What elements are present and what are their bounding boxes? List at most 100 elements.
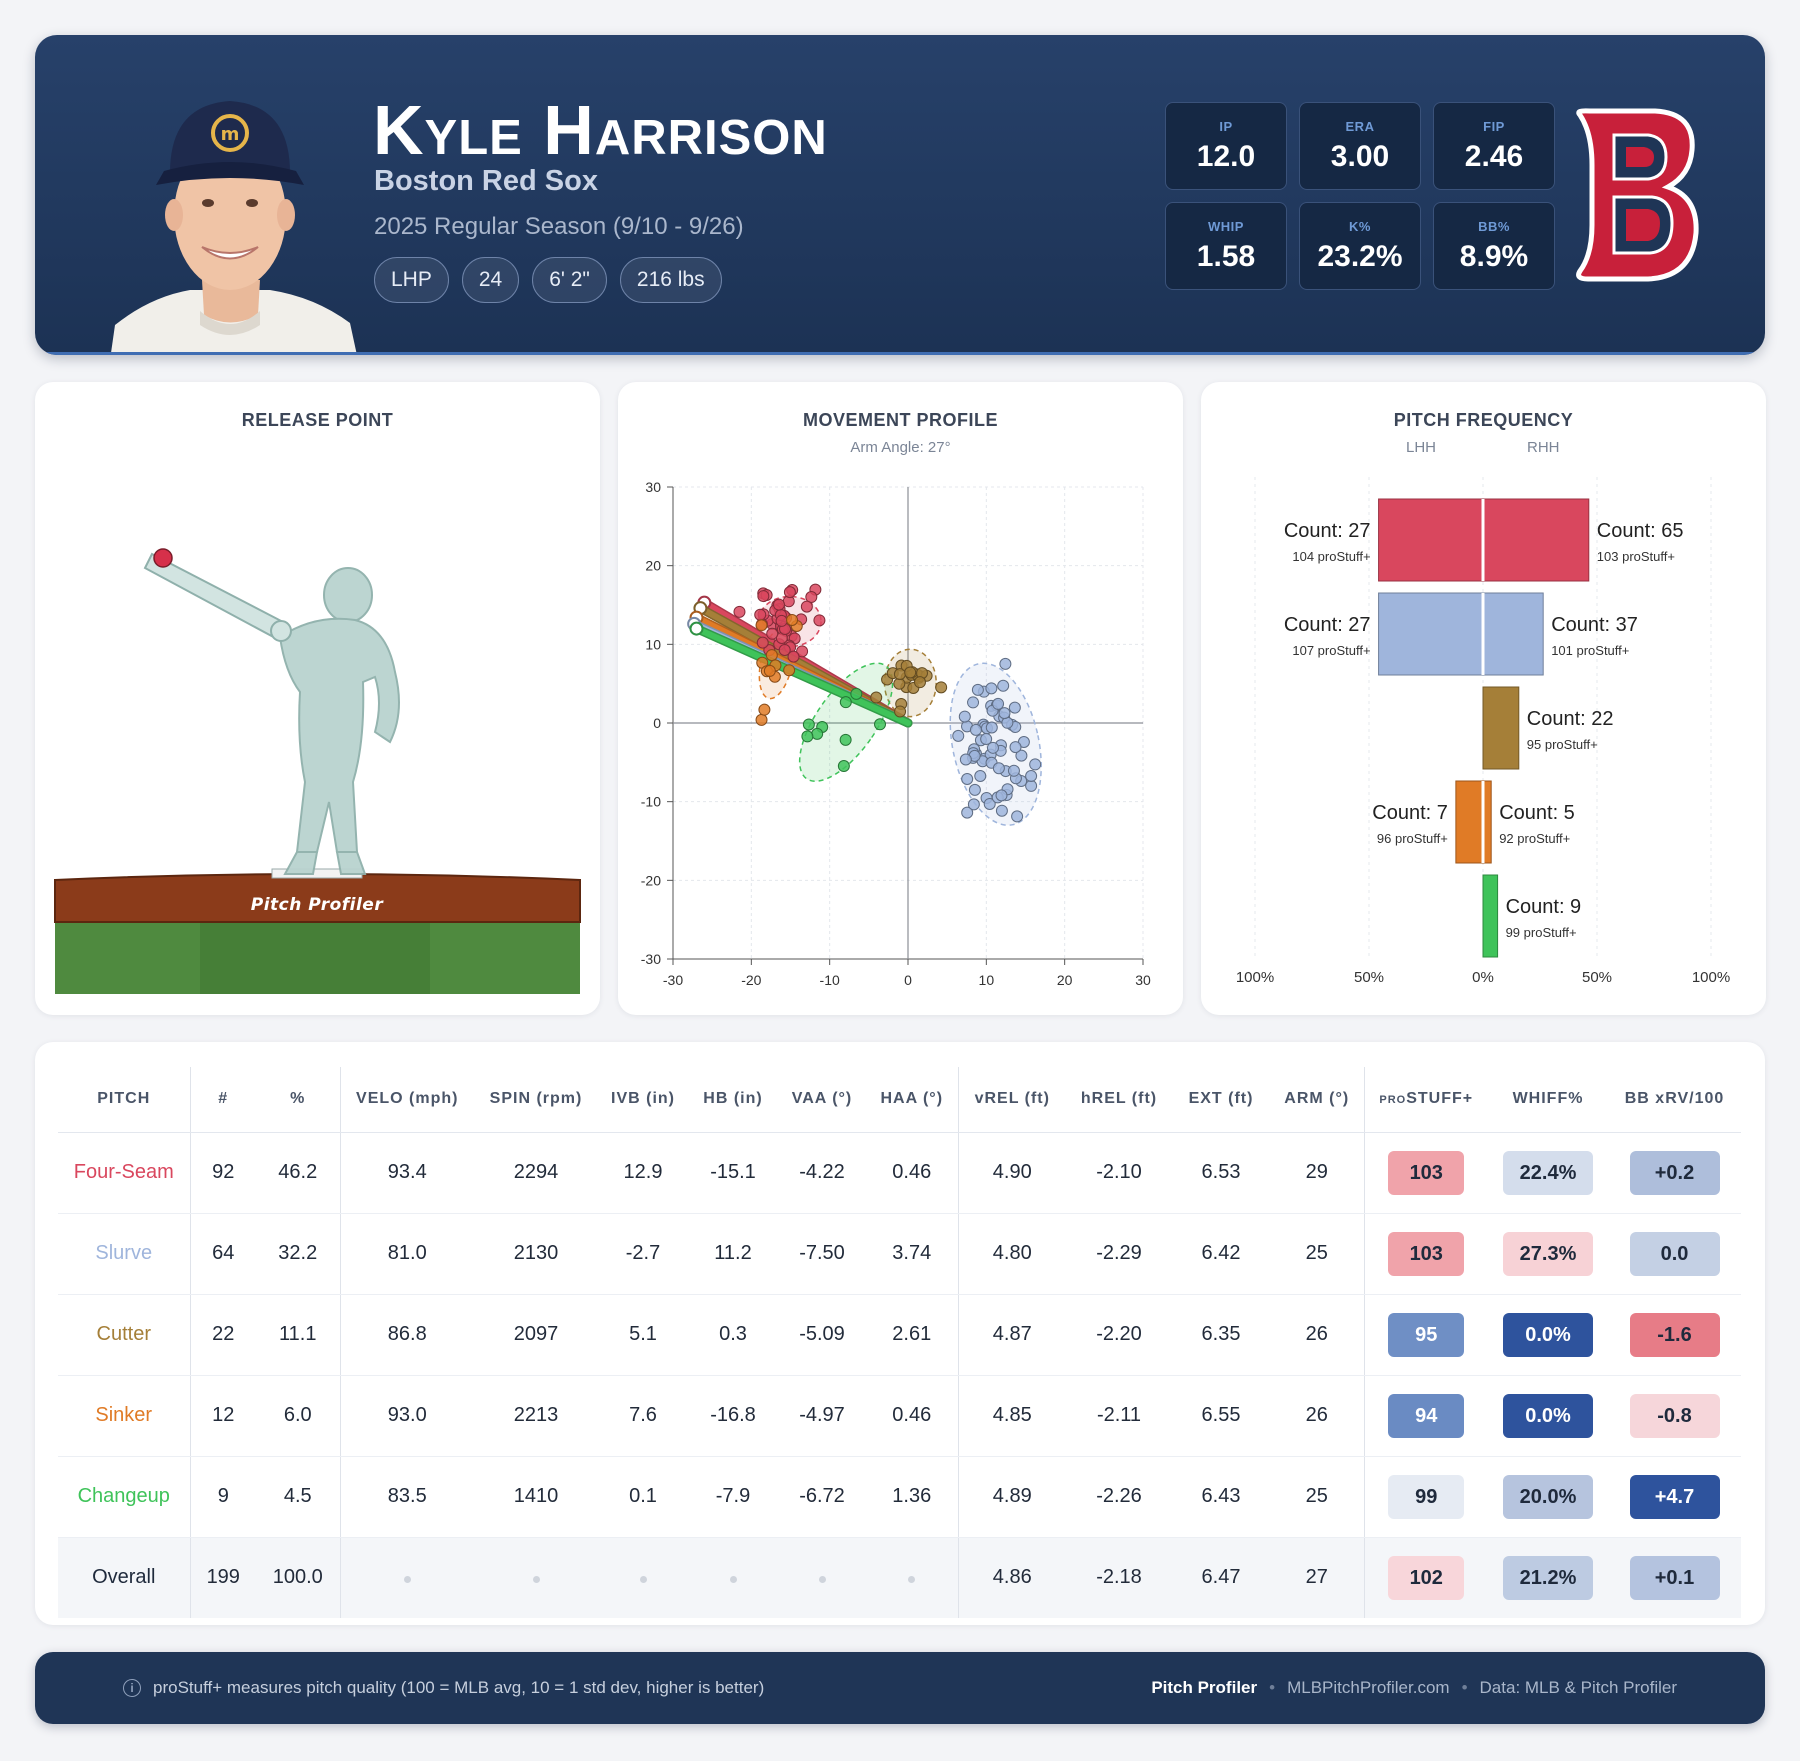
stuff-pill: 94 xyxy=(1388,1393,1465,1438)
pitch-point xyxy=(959,753,972,766)
frequency-chart: 100% 50% 0% 50% 100% Count: 27 104 proStuff+ Co… xyxy=(1236,477,1730,986)
pitch-point xyxy=(935,681,948,694)
rhh-count-label: Count: 22 xyxy=(1527,708,1614,730)
bar-lhh xyxy=(1378,498,1484,582)
season-stats: IP 12.0 ERA 3.00 FIP 2.46 WHIP 1.58 K% 23.2% … xyxy=(1165,102,1555,290)
cell-ivb xyxy=(598,1537,688,1618)
panel-title: RELEASE POINT xyxy=(241,410,394,430)
stuff-pill: 99 xyxy=(1388,1474,1465,1519)
stuff-pill: 103 xyxy=(1388,1231,1465,1276)
pitch-point xyxy=(985,682,998,695)
pitch-point xyxy=(870,691,883,704)
stat-label: IP xyxy=(1219,118,1233,134)
pitch-point xyxy=(967,696,980,709)
cell-xrv: -1.6 xyxy=(1608,1294,1741,1376)
pitch-point xyxy=(757,590,770,603)
x-tick-label: 20 xyxy=(1057,972,1073,988)
col-vrel: vREL (ft) xyxy=(958,1067,1066,1133)
whiff-pill: 0.0% xyxy=(1503,1312,1593,1357)
cell-vaa xyxy=(778,1537,866,1618)
pitch-point xyxy=(1009,741,1022,754)
cell-arm: 25 xyxy=(1270,1456,1365,1538)
team-logo-icon xyxy=(1576,108,1699,282)
cell-pct: 4.5 xyxy=(256,1456,341,1538)
cell-xrv: +4.7 xyxy=(1608,1456,1741,1538)
col-spin: SPIN (rpm) xyxy=(474,1067,598,1133)
pitch-point xyxy=(766,627,779,640)
pitch-point xyxy=(850,687,863,700)
cell-stuff: 103 xyxy=(1364,1213,1488,1295)
cell-ivb: 7.6 xyxy=(598,1375,688,1457)
footer-site-link[interactable]: MLBPitchProfiler.com xyxy=(1287,1678,1450,1697)
cell-vrel: 4.86 xyxy=(958,1537,1066,1618)
stat-era: ERA 3.00 xyxy=(1299,102,1421,190)
rhh-count-label: Count: 65 xyxy=(1597,520,1684,542)
cell-arm: 26 xyxy=(1270,1294,1365,1376)
empty-value-dot xyxy=(729,1576,737,1584)
cell-xrv: 0.0 xyxy=(1608,1213,1741,1295)
stuff-pill: 102 xyxy=(1388,1555,1465,1600)
pitch-point xyxy=(894,705,907,718)
cell-vaa: -7.50 xyxy=(778,1213,866,1295)
table-row: Cutter 22 11.1 86.8 2097 5.1 0.3 -5.09 2.61 4.87-… xyxy=(58,1294,1741,1376)
footer-credits: Pitch Profiler • MLBPitchProfiler.com • … xyxy=(1151,1652,1677,1724)
table-body: Four-Seam 92 46.2 93.4 2294 12.9 -15.1 -4.22 0.4… xyxy=(58,1132,1741,1618)
player-headshot: m xyxy=(110,101,357,355)
stat-fip: FIP 2.46 xyxy=(1433,102,1555,190)
arm-slot xyxy=(143,552,292,642)
pitch-name-cell: Overall xyxy=(58,1537,191,1618)
pitch-point xyxy=(1015,749,1028,762)
cell-pct: 11.1 xyxy=(256,1294,341,1376)
cell-arm: 29 xyxy=(1270,1132,1365,1214)
cell-hrel: -2.29 xyxy=(1066,1213,1172,1295)
pitch-point xyxy=(756,636,769,649)
lhh-count-label: Count: 7 xyxy=(1372,802,1448,824)
empty-value-dot xyxy=(532,1576,540,1584)
y-tick-label: 10 xyxy=(645,636,661,652)
stat-ip: IP 12.0 xyxy=(1165,102,1287,190)
cell-velo: 86.8 xyxy=(340,1294,474,1376)
cell-velo: 83.5 xyxy=(340,1456,474,1538)
svg-text:m: m xyxy=(221,124,240,145)
pitch-frequency-panel: PITCH FREQUENCY LHH RHH 100% 50% 0% 50% 100%… xyxy=(1201,382,1766,1015)
col-arm: ARM (°) xyxy=(1270,1067,1365,1133)
cell-velo: 81.0 xyxy=(340,1213,474,1295)
cell-hb xyxy=(688,1537,778,1618)
whiff-pill: 20.0% xyxy=(1503,1474,1593,1519)
cell-spin xyxy=(474,1537,598,1618)
table-row: Sinker 12 6.0 93.0 2213 7.6 -16.8 -4.97 0.46 4.85… xyxy=(58,1375,1741,1457)
movement-plot: -30 -20 -10 0 10 20 30 30 20 10 0 -10 -20 -30 xyxy=(641,479,1151,988)
footer-note-text: proStuff+ measures pitch quality (100 = … xyxy=(153,1678,765,1697)
x-tick-label: 30 xyxy=(1135,972,1151,988)
col-whiff: WHIFF% xyxy=(1488,1067,1608,1133)
pitch-point xyxy=(839,696,852,709)
cell-vaa: -5.09 xyxy=(778,1294,866,1376)
cell-n: 64 xyxy=(190,1213,256,1295)
pitch-point xyxy=(992,762,1005,775)
pitch-point xyxy=(958,710,971,723)
stat-label: FIP xyxy=(1483,118,1505,134)
pitch-point xyxy=(755,619,768,632)
cell-ivb: 0.1 xyxy=(598,1456,688,1538)
col-count: # xyxy=(190,1067,256,1133)
pitch-point xyxy=(783,586,796,599)
handedness-chip: LHP xyxy=(374,257,449,303)
pitch-point xyxy=(1011,810,1024,823)
stat-label: K% xyxy=(1349,218,1371,234)
cell-pct: 100.0 xyxy=(256,1537,341,1618)
stat-whip: WHIP 1.58 xyxy=(1165,202,1287,290)
cell-spin: 2130 xyxy=(474,1213,598,1295)
pitch-point xyxy=(967,798,980,811)
pitch-point xyxy=(995,789,1008,802)
bar-rhh xyxy=(1482,686,1520,770)
pitch-point xyxy=(983,797,996,810)
empty-value-dot xyxy=(818,1576,826,1584)
footer-note: i proStuff+ measures pitch quality (100 … xyxy=(123,1652,764,1724)
cell-vaa: -6.72 xyxy=(778,1456,866,1538)
cell-velo xyxy=(340,1537,474,1618)
pitch-point xyxy=(837,760,850,773)
table-row: Four-Seam 92 46.2 93.4 2294 12.9 -15.1 -4.22 0.4… xyxy=(58,1132,1741,1214)
pitch-point xyxy=(874,718,887,731)
x-tick-label: -30 xyxy=(663,972,683,988)
pitch-point xyxy=(952,729,965,742)
